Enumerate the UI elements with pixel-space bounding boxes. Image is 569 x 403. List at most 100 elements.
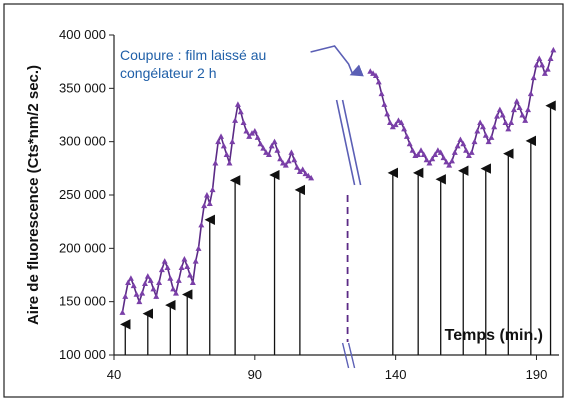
y-tick-label: 250 000 — [59, 187, 106, 202]
data-point — [395, 117, 402, 123]
data-point — [274, 147, 281, 153]
data-point — [288, 149, 295, 155]
data-point — [187, 272, 194, 278]
data-point — [212, 160, 219, 166]
data-point — [277, 155, 284, 162]
data-point — [381, 101, 388, 107]
data-point — [398, 119, 405, 125]
data-point — [496, 106, 503, 113]
data-point — [119, 309, 126, 315]
x-tick-label: 140 — [385, 367, 407, 382]
data-point — [156, 279, 163, 285]
data-point — [170, 285, 177, 292]
axis-break-slash-1 — [341, 342, 350, 369]
data-point — [125, 279, 132, 285]
data-point — [305, 172, 312, 179]
data-point — [133, 291, 140, 297]
y-tick-label: 400 000 — [59, 27, 106, 42]
data-point — [463, 147, 470, 153]
annotation-line-2: congélateur 2 h — [120, 65, 217, 81]
y-tick-label: 350 000 — [59, 80, 106, 95]
data-point — [249, 130, 256, 136]
data-point — [158, 266, 165, 273]
data-point — [260, 145, 267, 151]
data-point — [541, 70, 548, 76]
data-point — [263, 149, 270, 155]
data-point — [206, 200, 213, 207]
data-point — [465, 152, 472, 159]
data-point — [147, 277, 154, 283]
data-point — [198, 221, 205, 228]
data-point — [417, 147, 424, 153]
data-point — [223, 151, 230, 157]
plot-area: 100 000 150 000 200 000 250 000 300 000 350 0… — [59, 27, 559, 382]
data-point — [130, 282, 137, 289]
data-point — [485, 138, 492, 145]
data-point — [502, 119, 509, 125]
data-point — [446, 162, 453, 168]
chart-frame — [3, 3, 564, 398]
data-point — [547, 55, 554, 61]
data-point — [234, 101, 241, 107]
data-point — [150, 285, 157, 292]
data-point — [477, 119, 484, 125]
data-point — [291, 156, 298, 163]
data-point — [403, 133, 410, 139]
data-point — [229, 138, 236, 145]
data-point — [437, 149, 444, 155]
data-point — [434, 147, 441, 153]
data-point — [144, 273, 151, 279]
data-point — [474, 128, 481, 134]
data-point — [178, 264, 185, 271]
data-point — [299, 166, 306, 172]
data-point — [494, 113, 501, 119]
data-point — [426, 160, 433, 166]
data-point — [246, 133, 253, 139]
y-tick-label: 150 000 — [59, 294, 106, 309]
x-tick-label: 190 — [526, 367, 548, 382]
data-point — [370, 70, 377, 76]
annotation-pointer — [310, 45, 364, 77]
data-point — [491, 123, 498, 130]
data-point — [367, 68, 374, 74]
y-tick-label: 200 000 — [59, 240, 106, 255]
break-slash-1 — [335, 99, 356, 186]
data-point — [482, 132, 489, 138]
data-point — [296, 168, 303, 175]
data-point — [443, 158, 450, 165]
data-point — [406, 140, 413, 147]
data-point — [471, 138, 478, 145]
data-point — [136, 298, 143, 305]
data-point — [488, 134, 495, 140]
data-point — [530, 74, 537, 81]
annotation-line-1: Coupure : film laissé au — [120, 47, 266, 63]
data-point — [516, 104, 523, 111]
data-point — [257, 140, 264, 147]
data-point — [218, 133, 225, 139]
data-point — [195, 245, 202, 251]
x-tick-label: 40 — [107, 367, 121, 382]
data-point — [226, 160, 233, 166]
data-point — [513, 98, 520, 104]
data-point — [189, 279, 196, 285]
data-point — [172, 290, 179, 296]
data-point — [536, 55, 543, 61]
data-point — [302, 170, 309, 177]
data-point — [243, 128, 250, 134]
data-point — [384, 110, 391, 117]
break-slash-2 — [341, 99, 362, 186]
data-point — [268, 142, 275, 149]
data-point — [389, 123, 396, 130]
data-point — [440, 154, 447, 161]
data-point — [525, 106, 532, 113]
data-point — [460, 140, 467, 147]
data-point — [401, 125, 408, 132]
data-point — [420, 151, 427, 157]
data-point — [429, 155, 436, 162]
data-point — [508, 119, 515, 125]
data-point — [282, 162, 289, 168]
data-point — [141, 280, 148, 287]
data-point — [454, 142, 461, 149]
data-point — [457, 136, 464, 143]
data-point — [201, 202, 208, 209]
